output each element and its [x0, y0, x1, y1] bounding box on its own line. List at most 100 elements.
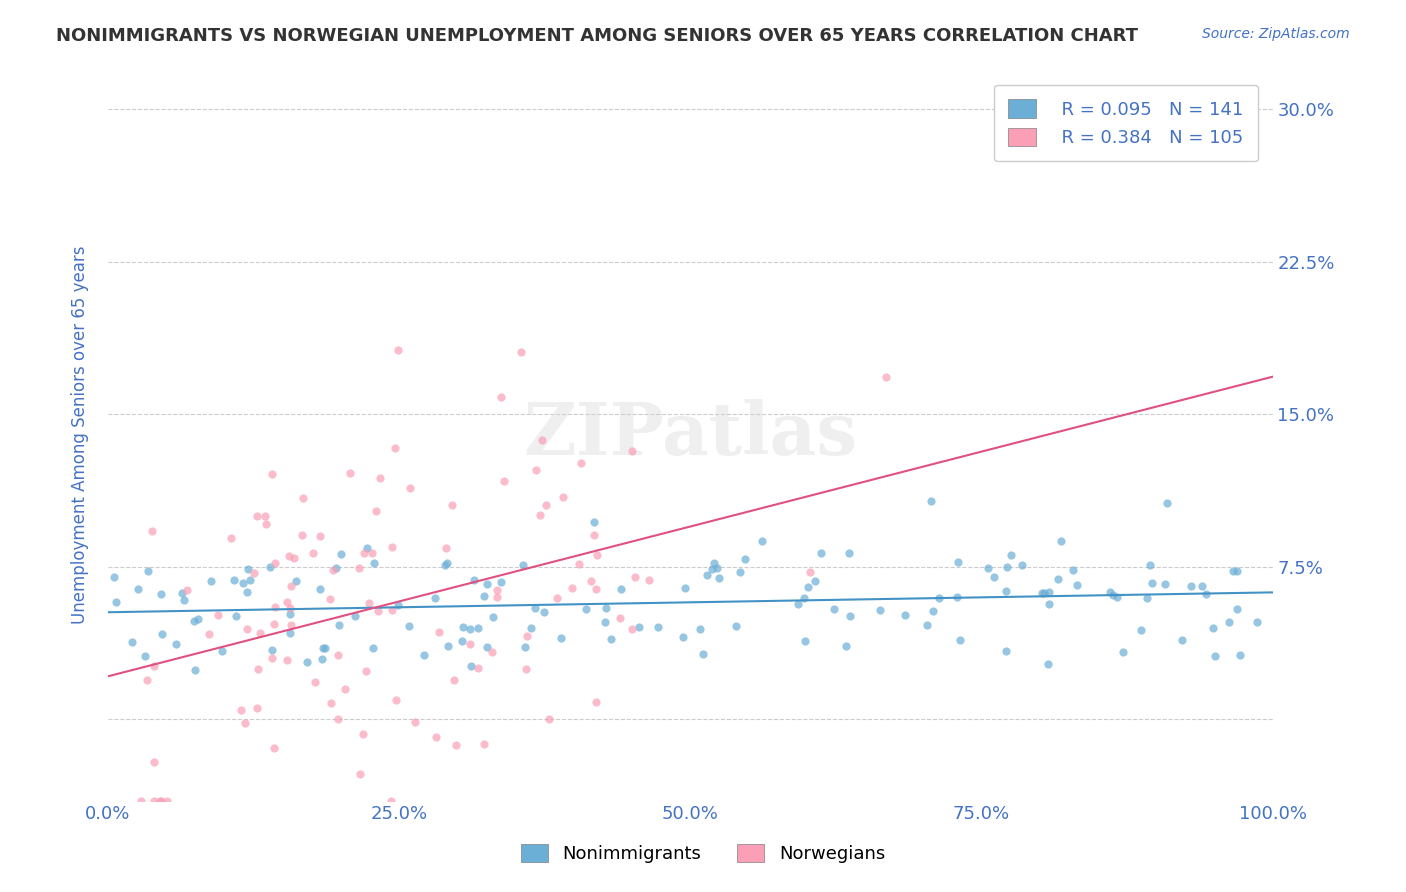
- Point: [263, 556, 285, 570]
- Point: [246, 701, 269, 715]
- Point: [1180, 579, 1202, 593]
- Point: [561, 581, 583, 595]
- Point: [1062, 563, 1084, 577]
- Point: [276, 653, 298, 667]
- Text: Source: ZipAtlas.com: Source: ZipAtlas.com: [1202, 27, 1350, 41]
- Point: [1222, 564, 1244, 578]
- Point: [451, 634, 474, 648]
- Point: [512, 558, 534, 573]
- Point: [1046, 572, 1069, 586]
- Point: [1170, 632, 1192, 647]
- Point: [262, 467, 284, 481]
- Point: [235, 622, 257, 636]
- Point: [349, 767, 371, 781]
- Text: NONIMMIGRANTS VS NORWEGIAN UNEMPLOYMENT AMONG SENIORS OVER 65 YEARS CORRELATION : NONIMMIGRANTS VS NORWEGIAN UNEMPLOYMENT …: [56, 27, 1139, 45]
- Point: [360, 546, 382, 560]
- Point: [875, 370, 897, 384]
- Point: [628, 620, 651, 634]
- Point: [1032, 585, 1054, 599]
- Point: [368, 471, 391, 485]
- Point: [356, 541, 378, 555]
- Point: [353, 546, 375, 560]
- Point: [440, 498, 463, 512]
- Point: [672, 630, 695, 644]
- Point: [673, 582, 696, 596]
- Point: [1156, 495, 1178, 509]
- Point: [538, 712, 561, 726]
- Point: [533, 605, 555, 619]
- Point: [1038, 598, 1060, 612]
- Point: [235, 716, 257, 731]
- Point: [460, 637, 482, 651]
- Point: [142, 794, 165, 808]
- Point: [482, 610, 505, 624]
- Point: [463, 573, 485, 587]
- Point: [347, 561, 370, 575]
- Point: [707, 571, 730, 585]
- Point: [437, 639, 460, 653]
- Point: [586, 548, 609, 562]
- Point: [624, 570, 647, 584]
- Point: [249, 626, 271, 640]
- Point: [352, 727, 374, 741]
- Point: [329, 547, 352, 561]
- Point: [304, 675, 326, 690]
- Point: [136, 673, 159, 687]
- Point: [262, 642, 284, 657]
- Point: [129, 794, 152, 808]
- Point: [170, 586, 193, 600]
- Point: [312, 641, 335, 656]
- Point: [239, 573, 262, 587]
- Point: [810, 546, 832, 560]
- Point: [794, 633, 817, 648]
- Point: [620, 444, 643, 458]
- Point: [1038, 657, 1060, 671]
- Point: [278, 601, 301, 615]
- Point: [254, 516, 277, 531]
- Point: [141, 524, 163, 538]
- Point: [149, 794, 172, 808]
- Point: [949, 632, 972, 647]
- Point: [231, 702, 253, 716]
- Point: [295, 655, 318, 669]
- Text: ZIPatlas: ZIPatlas: [523, 399, 858, 470]
- Point: [585, 695, 607, 709]
- Point: [575, 602, 598, 616]
- Point: [344, 609, 367, 624]
- Point: [136, 564, 159, 578]
- Point: [702, 561, 724, 575]
- Point: [946, 591, 969, 605]
- Point: [475, 640, 498, 655]
- Point: [283, 551, 305, 566]
- Point: [262, 651, 284, 665]
- Point: [367, 604, 389, 618]
- Point: [291, 528, 314, 542]
- Point: [222, 573, 245, 587]
- Point: [546, 591, 568, 605]
- Point: [325, 560, 347, 574]
- Point: [492, 474, 515, 488]
- Point: [1140, 575, 1163, 590]
- Point: [134, 649, 156, 664]
- Point: [319, 592, 342, 607]
- Point: [333, 681, 356, 696]
- Point: [529, 508, 551, 523]
- Point: [703, 556, 725, 570]
- Point: [1011, 558, 1033, 573]
- Point: [534, 498, 557, 512]
- Point: [928, 591, 950, 605]
- Point: [292, 491, 315, 505]
- Point: [467, 661, 489, 675]
- Point: [149, 587, 172, 601]
- Point: [399, 481, 422, 495]
- Point: [585, 582, 607, 596]
- Point: [706, 561, 728, 575]
- Point: [363, 556, 385, 570]
- Point: [328, 618, 350, 632]
- Point: [429, 625, 451, 640]
- Point: [245, 509, 267, 524]
- Point: [1038, 585, 1060, 599]
- Point: [278, 607, 301, 621]
- Point: [263, 740, 285, 755]
- Point: [1031, 586, 1053, 600]
